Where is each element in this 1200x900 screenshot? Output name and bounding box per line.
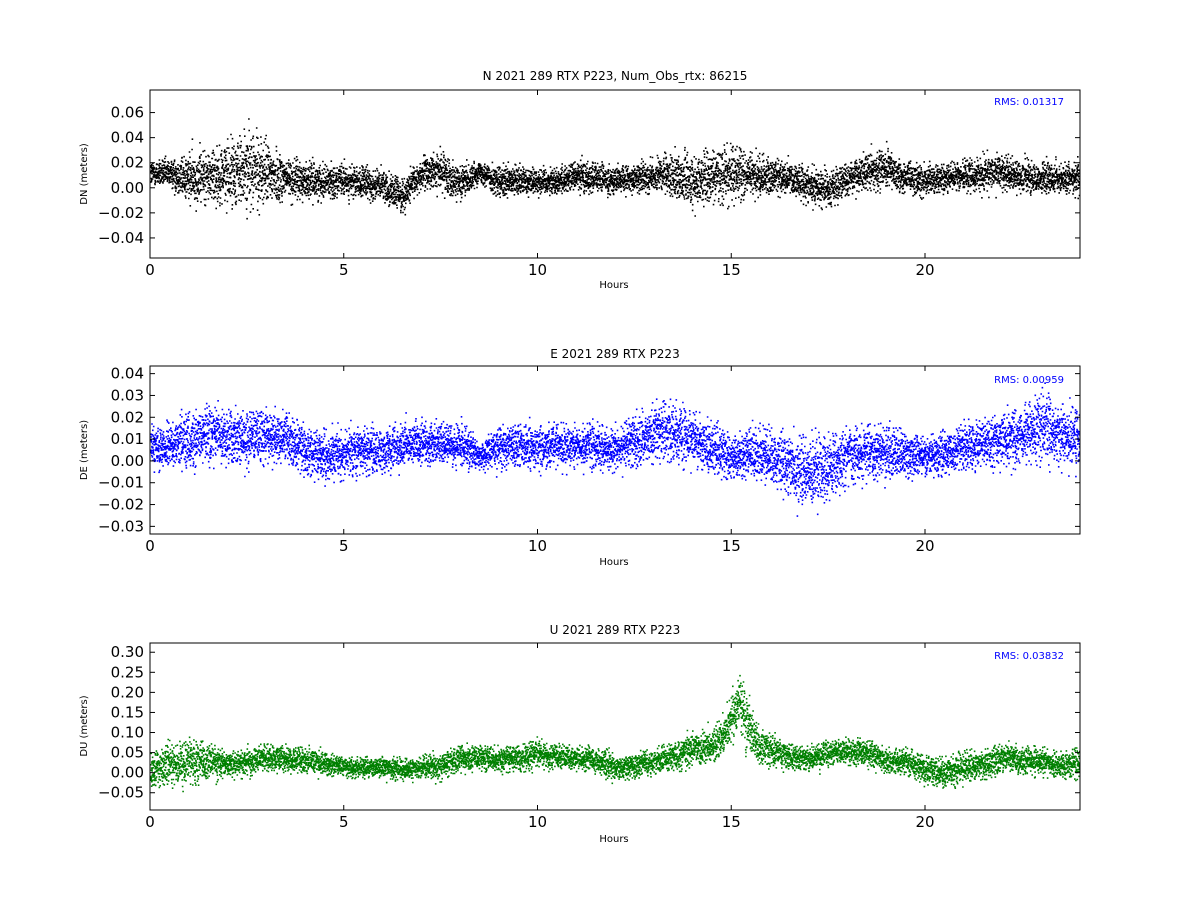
plot-frame-north xyxy=(149,89,1081,259)
plot-frame-up xyxy=(149,642,1081,811)
plot-area-up xyxy=(150,674,1080,793)
x-tick-label: 15 xyxy=(722,537,741,555)
y-axis-label-east: DE (meters) xyxy=(79,420,90,480)
x-ticks-north: 0 5 10 15 20 xyxy=(145,90,935,279)
x-tick-label: 20 xyxy=(915,537,934,555)
y-tick-label: 0.06 xyxy=(111,104,144,122)
x-ticks-east: 0 5 10 15 20 xyxy=(145,366,935,555)
panel-east: E 2021 289 RTX P223 0 5 10 15 20 −0.03−0.02−… xyxy=(79,347,1081,568)
y-tick-label: 0.01 xyxy=(111,430,144,448)
y-tick-label: 0.15 xyxy=(111,703,144,721)
x-axis-label-east: Hours xyxy=(599,557,628,568)
x-tick-label: 0 xyxy=(145,537,155,555)
y-ticks-north: −0.04 −0.02 0.00 0.02 0.04 0.06 xyxy=(98,104,1080,247)
y-tick-label: 0.00 xyxy=(111,764,144,782)
y-tick-label: −0.05 xyxy=(98,784,144,802)
y-tick-label: −0.02 xyxy=(98,204,144,222)
plot-area-east xyxy=(150,382,1080,517)
x-ticks-up: 0 5 10 15 20 xyxy=(145,643,935,831)
scatter-series-north xyxy=(150,118,1080,220)
y-tick-label: 0.05 xyxy=(111,744,144,762)
y-tick-label: 0.04 xyxy=(111,365,144,383)
x-axis-label-north: Hours xyxy=(599,280,628,291)
x-tick-label: 10 xyxy=(528,261,547,279)
plot-frame-east xyxy=(149,365,1081,535)
x-tick-label: 15 xyxy=(722,813,741,831)
y-tick-label: 0.00 xyxy=(111,179,144,197)
plot-area-north xyxy=(150,118,1080,220)
rms-annotation-up: RMS: 0.03832 xyxy=(994,651,1064,662)
y-tick-label: 0.04 xyxy=(111,129,144,147)
y-tick-label: 0.02 xyxy=(111,408,144,426)
y-tick-label: 0.00 xyxy=(111,452,144,470)
y-tick-label: 0.25 xyxy=(111,663,144,681)
y-tick-label: 0.20 xyxy=(111,683,144,701)
x-tick-label: 5 xyxy=(339,537,349,555)
rms-annotation-north: RMS: 0.01317 xyxy=(994,97,1064,108)
chart-title-north: N 2021 289 RTX P223, Num_Obs_rtx: 86215 xyxy=(483,69,748,83)
x-tick-label: 20 xyxy=(915,261,934,279)
y-tick-label: 0.10 xyxy=(111,724,144,742)
x-tick-label: 10 xyxy=(528,537,547,555)
y-tick-label: 0.03 xyxy=(111,386,144,404)
y-tick-label: −0.04 xyxy=(98,229,144,247)
rms-annotation-east: RMS: 0.00959 xyxy=(994,375,1064,386)
y-axis-label-north: DN (meters) xyxy=(79,143,90,205)
panel-up: U 2021 289 RTX P223 0 5 10 15 20 −0.05 0.00 0.… xyxy=(79,623,1081,845)
scatter-series-up xyxy=(150,674,1080,793)
x-tick-label: 0 xyxy=(145,261,155,279)
y-ticks-up: −0.05 0.00 0.05 0.10 0.15 0.20 0.25 0.30 xyxy=(98,643,1080,802)
x-tick-label: 20 xyxy=(915,813,934,831)
y-tick-label: 0.30 xyxy=(111,643,144,661)
y-tick-label: −0.03 xyxy=(98,517,144,535)
chart-title-east: E 2021 289 RTX P223 xyxy=(550,347,679,361)
y-axis-label-up: DU (meters) xyxy=(79,695,90,756)
x-tick-label: 0 xyxy=(145,813,155,831)
x-tick-label: 5 xyxy=(339,813,349,831)
y-tick-label: −0.01 xyxy=(98,474,144,492)
scatter-series-east xyxy=(150,382,1080,517)
x-tick-label: 15 xyxy=(722,261,741,279)
panel-north: N 2021 289 RTX P223, Num_Obs_rtx: 86215 … xyxy=(79,69,1081,291)
x-tick-label: 10 xyxy=(528,813,547,831)
y-ticks-east: −0.03 −0.02 −0.01 0.00 0.01 0.02 0.03 0.04 xyxy=(98,365,1080,535)
x-axis-label-up: Hours xyxy=(599,834,628,845)
y-tick-label: −0.02 xyxy=(98,496,144,514)
x-tick-label: 5 xyxy=(339,261,349,279)
chart-title-up: U 2021 289 RTX P223 xyxy=(550,623,681,637)
y-tick-label: 0.02 xyxy=(111,154,144,172)
